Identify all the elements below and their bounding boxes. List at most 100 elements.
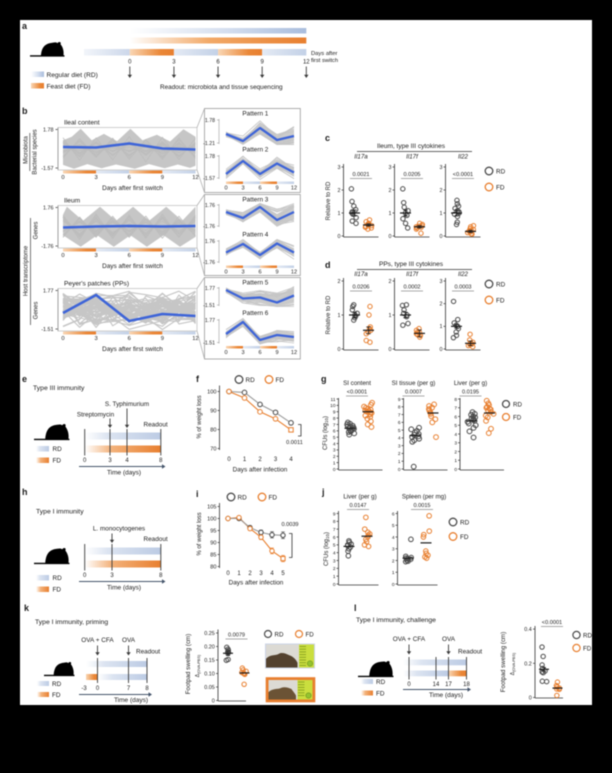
svg-text:6: 6 xyxy=(454,414,457,420)
svg-text:7: 7 xyxy=(127,686,131,692)
svg-text:7: 7 xyxy=(333,422,336,428)
svg-text:Footpad swelling (cm): Footpad swelling (cm) xyxy=(185,634,192,695)
svg-text:100: 100 xyxy=(207,390,216,396)
svg-text:0.0205: 0.0205 xyxy=(403,172,420,178)
svg-text:105: 105 xyxy=(207,505,216,511)
svg-text:7: 7 xyxy=(398,412,401,418)
svg-text:9: 9 xyxy=(275,186,278,192)
svg-text:8: 8 xyxy=(398,405,401,411)
svg-text:0: 0 xyxy=(61,175,64,181)
svg-text:RD: RD xyxy=(275,631,284,638)
svg-text:1: 1 xyxy=(333,460,336,466)
svg-text:5: 5 xyxy=(392,523,395,529)
svg-text:CFUs (log10): CFUs (log10) xyxy=(323,416,329,450)
svg-text:1.76: 1.76 xyxy=(205,239,215,245)
svg-text:Readout: Readout xyxy=(144,422,168,429)
svg-text:12: 12 xyxy=(192,336,198,342)
svg-text:2: 2 xyxy=(333,566,336,572)
svg-text:6: 6 xyxy=(258,270,261,276)
svg-text:RD: RD xyxy=(496,281,506,288)
svg-text:Genes: Genes xyxy=(34,302,40,320)
svg-text:-1.76: -1.76 xyxy=(203,260,215,266)
svg-text:Days after first switch: Days after first switch xyxy=(102,263,163,270)
svg-text:9: 9 xyxy=(275,270,278,276)
svg-text:f: f xyxy=(196,374,200,384)
svg-text:1.78: 1.78 xyxy=(43,128,54,134)
svg-text:FD: FD xyxy=(583,645,592,652)
svg-text:RD: RD xyxy=(513,401,522,408)
svg-text:0: 0 xyxy=(529,696,532,702)
svg-text:Il22: Il22 xyxy=(458,154,469,161)
svg-text:Feast diet (FD): Feast diet (FD) xyxy=(47,84,91,91)
svg-text:RD: RD xyxy=(53,446,63,453)
svg-text:FD: FD xyxy=(269,495,278,502)
svg-text:Pattern 6: Pattern 6 xyxy=(242,310,268,317)
svg-text:0.0206: 0.0206 xyxy=(352,285,369,291)
svg-text:0: 0 xyxy=(227,457,231,463)
svg-text:Ileum, type III cytokines: Ileum, type III cytokines xyxy=(377,143,446,150)
svg-text:1: 1 xyxy=(389,313,392,319)
svg-text:6: 6 xyxy=(258,350,261,356)
svg-text:3: 3 xyxy=(241,350,244,356)
svg-text:0.0011: 0.0011 xyxy=(286,440,303,446)
svg-text:9: 9 xyxy=(261,60,265,66)
svg-text:FD: FD xyxy=(306,631,315,638)
svg-text:5: 5 xyxy=(333,543,336,549)
svg-text:0: 0 xyxy=(83,573,87,579)
svg-text:9: 9 xyxy=(161,253,164,259)
svg-text:6: 6 xyxy=(333,535,336,541)
svg-text:Il17a: Il17a xyxy=(354,271,368,278)
svg-text:Type I immunity, priming: Type I immunity, priming xyxy=(35,619,108,626)
svg-text:0: 0 xyxy=(440,234,443,240)
svg-text:0: 0 xyxy=(212,699,215,705)
svg-text:OVA: OVA xyxy=(442,636,456,643)
svg-text:1.78: 1.78 xyxy=(205,154,215,160)
svg-text:9: 9 xyxy=(333,511,336,517)
svg-text:14: 14 xyxy=(433,682,440,688)
svg-text:7: 7 xyxy=(454,406,457,412)
svg-text:-1.51: -1.51 xyxy=(41,327,53,333)
svg-text:3: 3 xyxy=(440,279,443,285)
svg-text:Readout: Readout xyxy=(144,536,168,543)
svg-text:0.20: 0.20 xyxy=(204,645,215,651)
svg-text:j: j xyxy=(321,487,325,497)
svg-text:4: 4 xyxy=(398,436,401,442)
svg-text:FD: FD xyxy=(513,414,522,421)
svg-text:Days after infection: Days after infection xyxy=(233,467,288,474)
svg-text:0.15: 0.15 xyxy=(204,658,215,664)
svg-text:Footpad swelling (cm): Footpad swelling (cm) xyxy=(500,632,507,693)
svg-text:12: 12 xyxy=(303,60,310,66)
svg-text:Pattern 2: Pattern 2 xyxy=(242,147,268,154)
svg-text:Streptomycin: Streptomycin xyxy=(77,412,115,419)
svg-text:3: 3 xyxy=(338,165,341,171)
svg-text:0: 0 xyxy=(128,60,132,66)
svg-text:0: 0 xyxy=(226,571,230,577)
svg-text:6: 6 xyxy=(333,429,336,435)
svg-text:6: 6 xyxy=(128,175,131,181)
svg-text:FD: FD xyxy=(376,691,385,698)
svg-text:0.0195: 0.0195 xyxy=(462,390,479,396)
svg-text:0: 0 xyxy=(224,350,227,356)
svg-text:-1.76: -1.76 xyxy=(203,224,215,230)
svg-text:4: 4 xyxy=(454,432,457,438)
svg-text:0.4: 0.4 xyxy=(524,627,532,633)
svg-text:Bacterial species: Bacterial species xyxy=(33,129,39,174)
svg-text:Relative to RD: Relative to RD xyxy=(326,181,332,220)
svg-text:RD: RD xyxy=(52,681,62,688)
svg-text:RD: RD xyxy=(460,519,470,526)
svg-text:6: 6 xyxy=(258,186,261,192)
svg-text:3: 3 xyxy=(389,165,392,171)
svg-text:Peyer's patches (PPs): Peyer's patches (PPs) xyxy=(64,281,129,288)
svg-text:0: 0 xyxy=(392,582,395,588)
svg-text:3: 3 xyxy=(333,558,336,564)
svg-text:12: 12 xyxy=(192,175,198,181)
svg-text:8: 8 xyxy=(159,458,163,464)
svg-text:Pattern 5: Pattern 5 xyxy=(242,280,268,287)
svg-text:Type I immunity: Type I immunity xyxy=(36,509,84,516)
svg-text:0: 0 xyxy=(440,347,443,353)
svg-text:95: 95 xyxy=(210,529,216,535)
svg-text:4: 4 xyxy=(125,458,129,464)
svg-text:FD: FD xyxy=(496,297,505,304)
svg-text:2: 2 xyxy=(440,301,443,307)
svg-text:Regular diet (RD): Regular diet (RD) xyxy=(47,72,98,79)
